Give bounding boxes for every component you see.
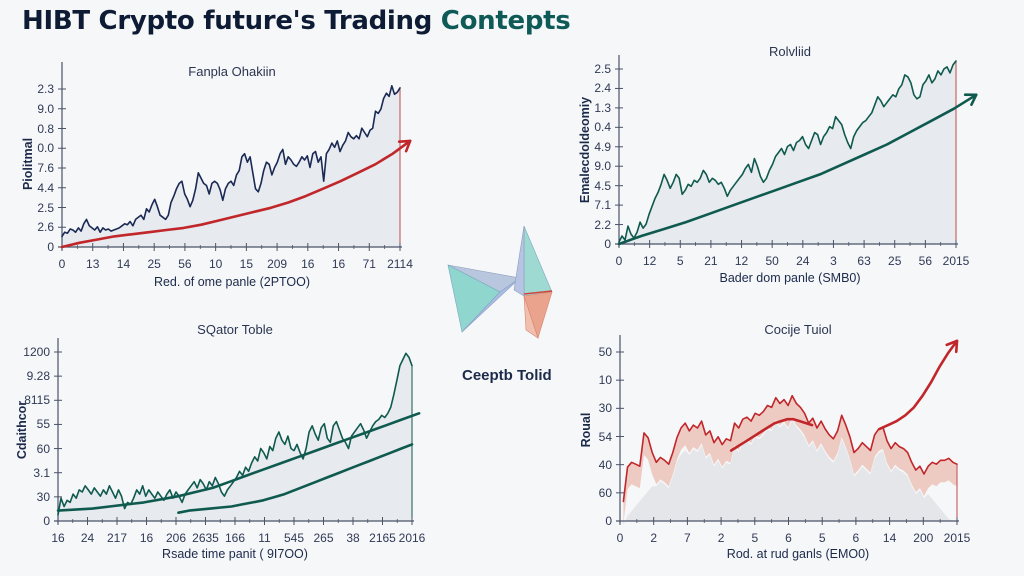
y-tick-label: 2.4 — [594, 81, 611, 96]
x-tick-label: 2165 — [369, 531, 396, 545]
x-tick-label: 71 — [362, 257, 376, 271]
y-tick-label: 30 — [36, 489, 50, 504]
page-title: HIBT Crypto future's Trading Contepts — [22, 6, 571, 36]
y-tick-label: 0 — [43, 514, 50, 528]
x-tick-label: 50 — [765, 254, 779, 268]
y-tick-label: 4.4 — [37, 180, 54, 195]
y-tick-label: 3.1 — [33, 465, 50, 480]
x-tick-label: 2635 — [192, 531, 219, 545]
y-tick-label: 2.3 — [37, 82, 54, 96]
x-tick-label: 14 — [882, 531, 897, 545]
y-tick-label: 0.4 — [594, 120, 611, 135]
x-tick-label: 2015 — [943, 531, 971, 545]
y-tick-label: 4.5 — [594, 178, 611, 193]
y-tick-label: 7.1 — [594, 198, 611, 213]
x-tick-label: 38 — [346, 531, 360, 545]
y-tick-label: 2.6 — [37, 220, 54, 235]
x-tick-label: 13 — [86, 257, 100, 271]
y-tick-label: 1200 — [23, 345, 50, 359]
y-tick-label: 9.0 — [37, 101, 54, 116]
crystal-arrow-logo-icon — [447, 225, 553, 339]
x-tick-label: 10 — [208, 257, 223, 271]
x-tick-label: 2015 — [942, 254, 970, 268]
y-tick-label: 50 — [598, 345, 612, 359]
x-tick-label: 16 — [331, 257, 346, 271]
y-tick-label: 0.8 — [37, 121, 54, 136]
x-tick-label: 7 — [684, 531, 691, 545]
x-axis-label: Rsade time panit ( 9I7OO) — [162, 547, 308, 561]
y-tick-label: 9.0 — [594, 159, 611, 174]
y-tick-label: 0 — [47, 240, 54, 254]
y-tick-label: 60 — [36, 441, 50, 456]
y-tick-label: 7.6 — [37, 161, 54, 175]
x-tick-label: 21 — [704, 254, 718, 268]
chart-title: Rolvliid — [769, 44, 811, 59]
x-tick-label: 12 — [642, 254, 657, 268]
x-tick-label: 5 — [751, 531, 759, 545]
x-tick-label: 15 — [239, 257, 254, 271]
x-tick-label: 200 — [913, 531, 934, 545]
x-tick-label: 14 — [116, 257, 131, 271]
center-label: Ceeptb Tolid — [462, 367, 552, 384]
y-tick-label: 1.3 — [594, 100, 611, 115]
y-tick-label: 40 — [598, 457, 612, 472]
x-tick-label: 56 — [918, 254, 933, 268]
x-tick-label: 0 — [616, 531, 624, 545]
x-tick-label: 24 — [796, 254, 810, 268]
x-axis-label: Bader dom panle (SMB0) — [719, 271, 861, 285]
y-tick-label: 2.5 — [594, 62, 611, 76]
y-tick-label: 4.9 — [594, 139, 611, 154]
x-tick-label: 3 — [830, 254, 837, 268]
x-tick-label: 166 — [224, 531, 246, 545]
x-tick-label: 217 — [106, 531, 128, 545]
x-tick-label: 12 — [734, 254, 749, 268]
y-tick-label: 2.5 — [37, 200, 54, 215]
x-tick-label: 545 — [283, 531, 305, 545]
x-tick-label: 16 — [139, 531, 154, 545]
y-tick-label: 60 — [598, 485, 612, 500]
y-tick-label: 8115 — [24, 393, 50, 408]
x-tick-label: 209 — [267, 257, 288, 271]
x-tick-label: 6 — [785, 531, 792, 545]
x-axis-label: Red. of ome panle (2PTOO) — [153, 275, 311, 289]
x-tick-label: 16 — [51, 531, 65, 545]
y-tick-label: 2.2 — [594, 217, 611, 232]
y-tick-label: 0 — [605, 514, 612, 528]
x-tick-label: 0 — [58, 257, 66, 271]
y-tick-label: 0 — [604, 237, 611, 251]
x-tick-label: 56 — [178, 257, 192, 271]
y-tick-label: 55 — [36, 417, 50, 432]
x-tick-label: 25 — [147, 257, 161, 271]
x-tick-label: 11 — [258, 531, 271, 545]
x-tick-label: 2016 — [398, 531, 426, 545]
y-tick-label: 10 — [598, 373, 612, 388]
chart-title: Cocije Tuiol — [764, 322, 832, 337]
title-accent: Contepts — [440, 6, 571, 36]
x-tick-label: 0 — [615, 254, 623, 268]
x-tick-label: 2 — [650, 531, 658, 545]
x-tick-label: 5 — [818, 531, 826, 545]
chart-title: Fanpla Ohakiin — [188, 64, 276, 79]
y-tick-label: 9.28 — [26, 369, 50, 384]
x-tick-label: 2114 — [387, 257, 413, 271]
y-tick-label: 54 — [598, 429, 612, 444]
y-tick-label: 30 — [598, 401, 612, 416]
x-tick-label: 16 — [301, 257, 315, 271]
x-tick-label: 2 — [717, 531, 725, 545]
chart-title: SQator Toble — [197, 322, 273, 337]
x-tick-label: 63 — [857, 254, 871, 268]
x-tick-label: 25 — [888, 254, 902, 268]
x-tick-label: 206 — [165, 531, 187, 545]
x-tick-label: 24 — [80, 531, 95, 545]
x-tick-label: 265 — [313, 531, 334, 545]
x-tick-label: 5 — [676, 254, 684, 268]
title-main: HIBT Crypto future's Trading — [22, 6, 441, 36]
x-axis-label: Rod. at rud ganls (EMO0) — [726, 547, 870, 561]
x-tick-label: 6 — [852, 531, 860, 545]
y-tick-label: 0.0 — [37, 141, 54, 156]
